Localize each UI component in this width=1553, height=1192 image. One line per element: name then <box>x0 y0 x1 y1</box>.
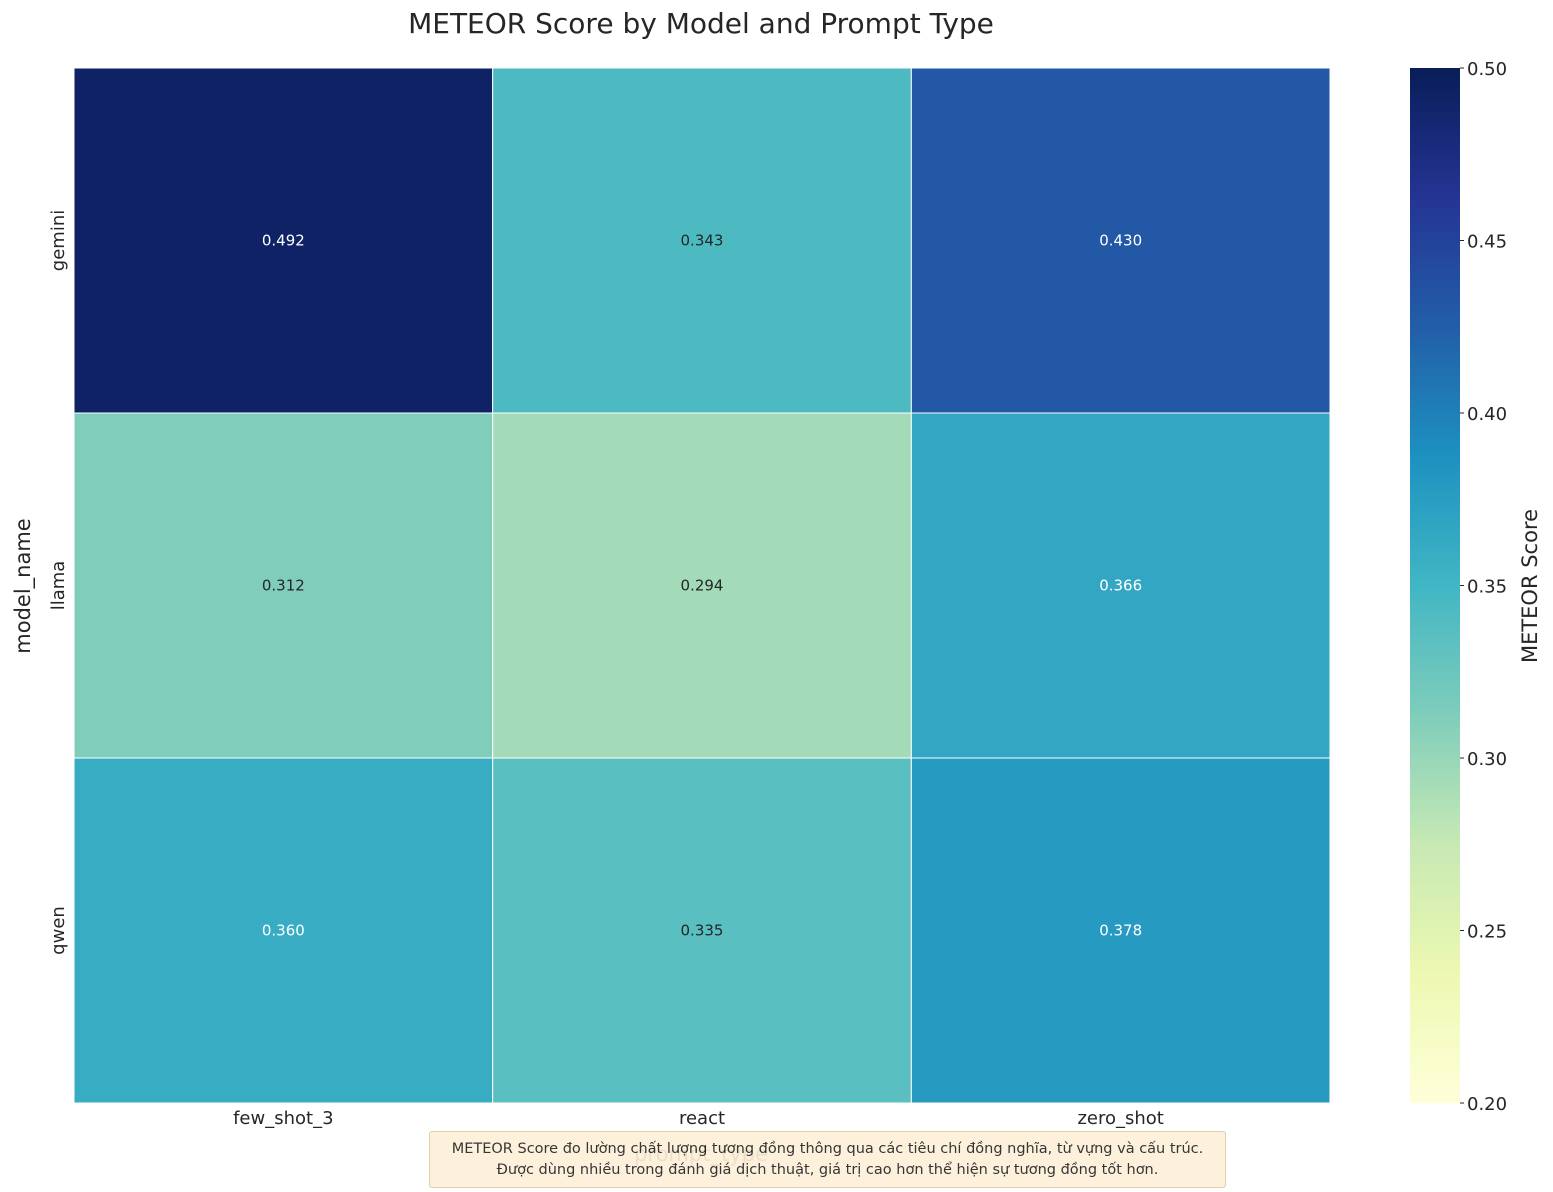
x-tick-label: zero_shot <box>1077 1108 1163 1129</box>
colorbar-tick-label: 0.35 <box>1467 577 1507 598</box>
cell-value-label: 0.378 <box>1099 922 1142 940</box>
chart-title: METEOR Score by Model and Prompt Type <box>408 7 994 40</box>
cell-value-label: 0.312 <box>262 577 305 595</box>
heatmap-cell-labels: 0.492 0.343 0.430 0.312 0.294 0.366 0.360 0.335… <box>262 232 1142 940</box>
x-axis-ticks: few_shot_3 react zero_shot <box>233 1108 1164 1129</box>
colorbar-tick-label: 0.45 <box>1467 232 1507 253</box>
heatmap-cell-qwen-react <box>492 757 912 1104</box>
heatmap-cell-qwen-few_shot_3 <box>73 757 494 1104</box>
colorbar-tick-label: 0.25 <box>1467 922 1507 943</box>
cell-value-label: 0.294 <box>681 577 724 595</box>
y-axis-label: model_name <box>11 518 36 653</box>
colorbar-tick-label: 0.50 <box>1467 59 1507 80</box>
y-tick-label: qwen <box>48 906 69 955</box>
heatmap-cell-qwen-zero_shot <box>910 757 1331 1104</box>
colorbar <box>1410 68 1460 1103</box>
x-tick-label: few_shot_3 <box>233 1108 333 1129</box>
cell-value-label: 0.430 <box>1099 232 1142 250</box>
note-line-2: Được dùng nhiều trong đánh giá dịch thuậ… <box>496 1162 1159 1178</box>
colorbar-tick-label: 0.30 <box>1467 749 1507 770</box>
y-axis-ticks: gemini llama qwen <box>48 210 69 955</box>
heatmap-cell-gemini-zero_shot <box>910 67 1331 414</box>
explanation-note: METEOR Score đo lường chất lượng tương đ… <box>429 1131 1226 1188</box>
heatmap-cell-llama-zero_shot <box>910 412 1331 759</box>
cell-value-label: 0.492 <box>262 232 305 250</box>
x-tick-label: react <box>679 1108 725 1129</box>
heatmap-cell-gemini-react <box>492 67 912 414</box>
cell-value-label: 0.335 <box>681 922 724 940</box>
y-tick-label: gemini <box>48 210 69 271</box>
heatmap-cell-llama-few_shot_3 <box>73 412 494 759</box>
colorbar-tick-label: 0.40 <box>1467 404 1507 425</box>
colorbar-label: METEOR Score <box>1518 509 1542 663</box>
cell-value-label: 0.343 <box>681 232 724 250</box>
cell-value-label: 0.366 <box>1099 577 1142 595</box>
colorbar-tick-label: 0.20 <box>1467 1094 1507 1115</box>
cell-value-label: 0.360 <box>262 922 305 940</box>
heatmap-cell-gemini-few_shot_3 <box>73 67 494 414</box>
y-tick-label: llama <box>48 561 69 611</box>
heatmap-cells <box>73 67 1331 1104</box>
heatmap-cell-llama-react <box>492 412 912 759</box>
note-line-1: METEOR Score đo lường chất lượng tương đ… <box>451 1141 1204 1157</box>
colorbar-ticks: 0.20 0.25 0.30 0.35 0.40 0.45 0.50 <box>1460 59 1507 1115</box>
